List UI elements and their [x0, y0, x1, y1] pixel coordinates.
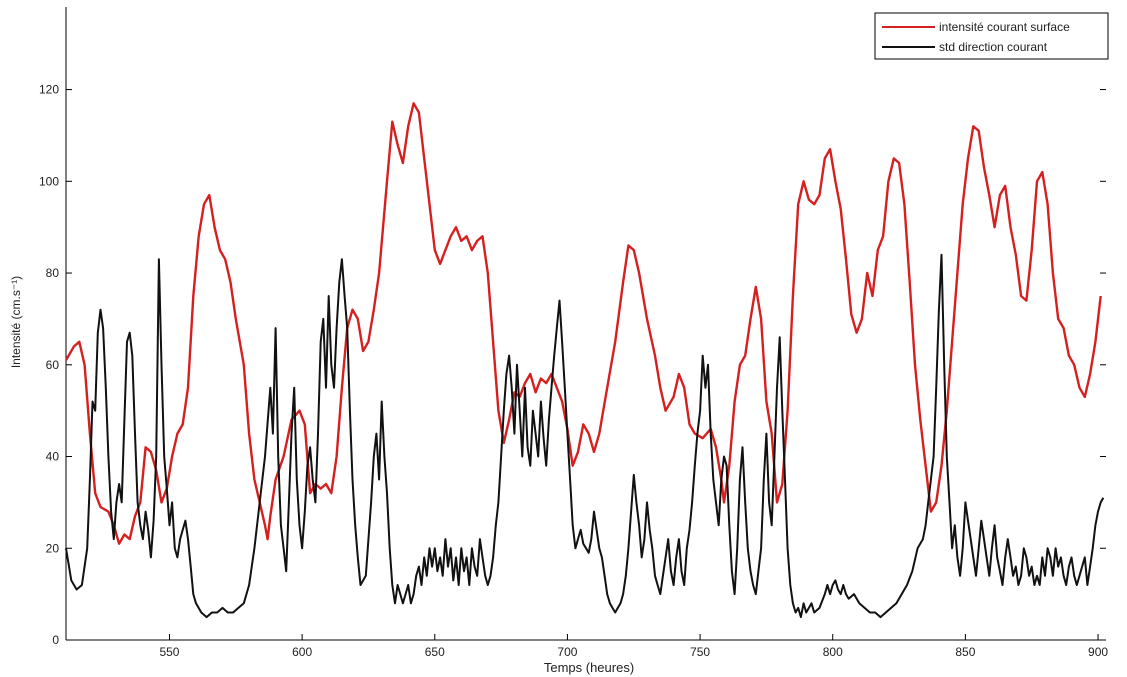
x-tick-label: 550	[159, 645, 179, 659]
series-line-1	[65, 253, 1105, 619]
x-tick-label: 750	[690, 645, 710, 659]
series-line-0	[64, 102, 1102, 545]
y-tick-label: 20	[46, 541, 60, 555]
legend-label-1: std direction courant	[939, 40, 1048, 54]
x-tick-label: 800	[823, 645, 843, 659]
y-tick-label: 0	[52, 633, 59, 647]
legend: intensité courant surface std direction …	[874, 12, 1109, 60]
x-axis-label: Temps (heures)	[544, 660, 634, 675]
x-tick-label: 900	[1088, 645, 1108, 659]
y-tick-label: 60	[46, 358, 60, 372]
x-tick-label: 650	[425, 645, 445, 659]
plot-area: 0 20 40 60 80 100 120 550 600 650 700 750 800 850 900	[39, 7, 1108, 659]
x-tick-label: 700	[557, 645, 577, 659]
y-axis-label: Intensité (cm.s⁻¹)	[9, 276, 23, 368]
y-tick-label: 80	[46, 266, 60, 280]
x-tick-label: 600	[292, 645, 312, 659]
y-tick-label: 120	[39, 83, 59, 97]
x-tick-label: 850	[955, 645, 975, 659]
legend-box	[874, 12, 1109, 60]
y-tick-label: 100	[39, 174, 59, 188]
legend-label-0: intensité courant surface	[939, 20, 1070, 34]
y-tick-label: 40	[46, 450, 60, 464]
x-ticks: 550 600 650 700 750 800 850 900	[159, 634, 1108, 659]
y-ticks: 0 20 40 60 80 100 120	[39, 83, 1106, 647]
series-layer	[64, 102, 1105, 619]
